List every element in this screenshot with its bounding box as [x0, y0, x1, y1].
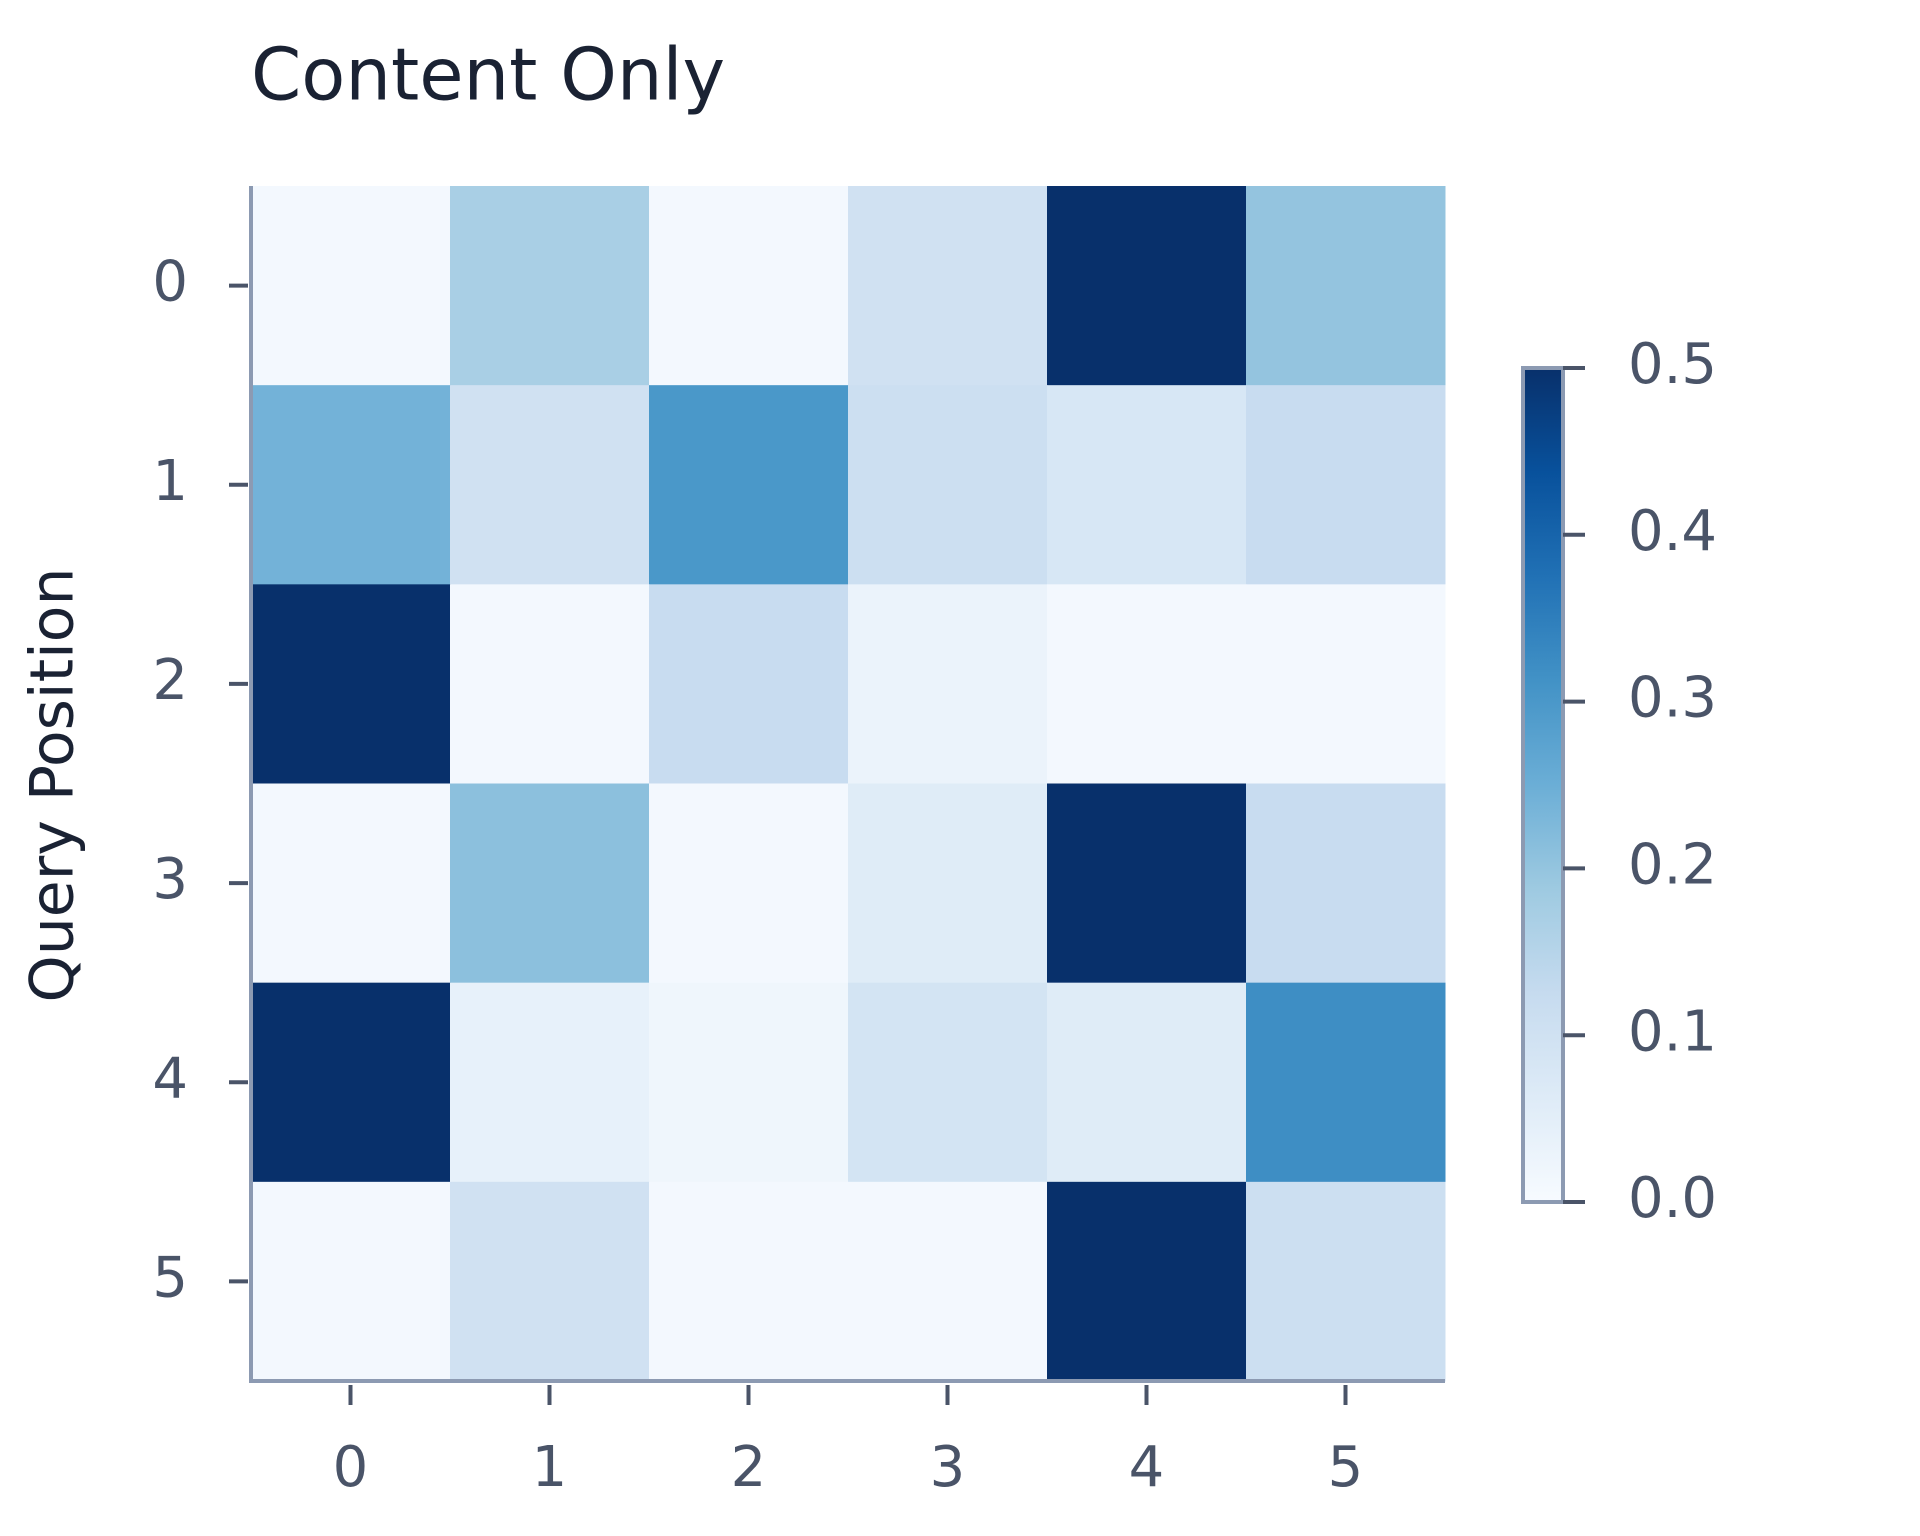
- heatmap-cell: [649, 385, 849, 585]
- y-tick-label: 0: [152, 250, 188, 315]
- x-tick-label: 2: [731, 1435, 767, 1500]
- heatmap-cell: [848, 186, 1048, 386]
- heatmap-cell: [1047, 385, 1247, 585]
- heatmap-cell: [1246, 982, 1446, 1183]
- heatmap-cell: [649, 783, 849, 984]
- heatmap-cell: [251, 783, 451, 984]
- heatmap-cell: [848, 584, 1048, 784]
- heatmap-cell: [251, 186, 451, 386]
- heatmap-cell: [251, 982, 451, 1183]
- heatmap-cell: [649, 1181, 849, 1382]
- y-tick-label: 2: [152, 648, 188, 713]
- heatmap-cell: [1246, 385, 1446, 585]
- colorbar-tick-label: 0.5: [1628, 332, 1717, 397]
- colorbar-tick-label: 0.0: [1628, 1166, 1717, 1231]
- heatmap-cell: [848, 783, 1048, 984]
- heatmap-cell: [1047, 186, 1247, 386]
- heatmap-cell: [1047, 982, 1247, 1183]
- colorbar-tick-label: 0.4: [1628, 499, 1717, 564]
- heatmap-cell: [649, 982, 849, 1183]
- heatmap-cell: [450, 186, 650, 386]
- x-tick-label: 1: [532, 1435, 568, 1500]
- colorbar-tick-label: 0.1: [1628, 999, 1717, 1064]
- colorbar: [1521, 366, 1565, 1204]
- heatmap-cell: [1047, 783, 1247, 984]
- heatmap-cell: [450, 783, 650, 984]
- colorbar-tick-label: 0.3: [1628, 666, 1717, 731]
- heatmap-cell: [1246, 584, 1446, 784]
- heatmap-cell: [1246, 783, 1446, 984]
- heatmap-cell: [450, 1181, 650, 1382]
- heatmap-cell: [450, 584, 650, 784]
- colorbar-tick-label: 0.2: [1628, 833, 1717, 898]
- heatmap-cell: [1246, 1181, 1446, 1382]
- heatmap-cell: [251, 1181, 451, 1382]
- x-tick-label: 5: [1328, 1435, 1364, 1500]
- heatmap-cell: [450, 982, 650, 1183]
- heatmap-cell: [251, 584, 451, 784]
- heatmap-cell: [1246, 186, 1446, 386]
- heatmap-cell: [1047, 584, 1247, 784]
- heatmap-cell: [649, 186, 849, 386]
- heatmap-cell: [450, 385, 650, 585]
- chart-title: Content Only: [251, 33, 725, 117]
- x-tick-label: 4: [1129, 1435, 1165, 1500]
- heatmap-cell: [848, 385, 1048, 585]
- heatmap-cell: [1047, 1181, 1247, 1382]
- y-tick-label: 4: [152, 1046, 188, 1111]
- x-tick-label: 3: [930, 1435, 966, 1500]
- heatmap-cell: [649, 584, 849, 784]
- y-tick-label: 5: [152, 1246, 188, 1311]
- heatmap-cell: [848, 1181, 1048, 1382]
- y-axis-label: Query Position: [18, 567, 88, 1002]
- x-tick-label: 0: [333, 1435, 369, 1500]
- y-tick-label: 1: [152, 449, 188, 514]
- heatmap-cell: [848, 982, 1048, 1183]
- y-tick-label: 3: [152, 847, 188, 912]
- heatmap-cell: [251, 385, 451, 585]
